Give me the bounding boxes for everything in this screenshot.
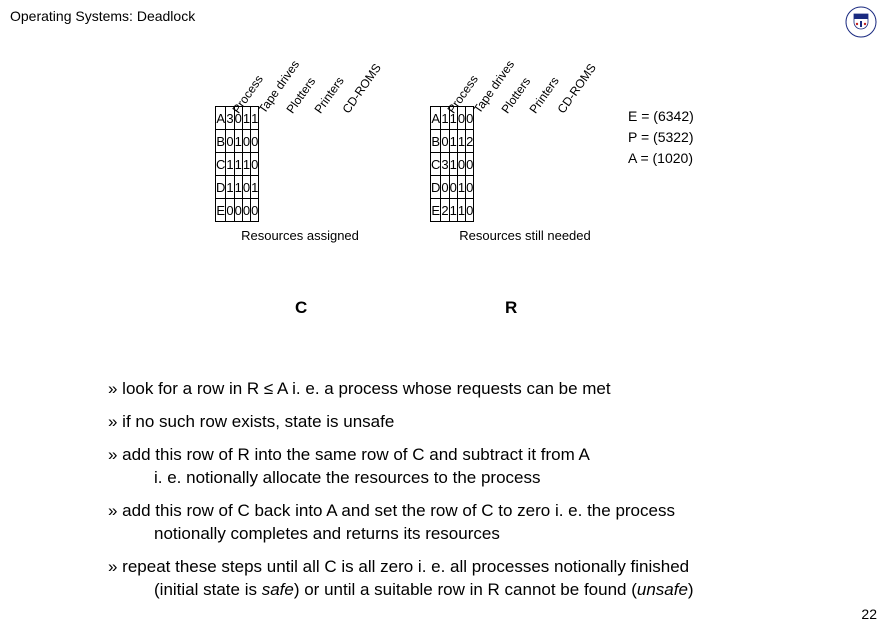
col-header: CD-ROMS [340,61,384,116]
cell: 0 [242,199,250,222]
cell: 0 [457,153,465,176]
cell: 0 [466,199,474,222]
row-label: D [431,176,441,199]
cell: 0 [441,130,449,153]
needed-caption: Resources still needed [430,228,620,243]
cell: 0 [449,176,457,199]
needed-col-headers: Process Tape drives Plotters Printers CD… [460,48,600,106]
cell: 0 [251,130,259,153]
assigned-matrix: A3011 B0100 C1110 D1101 E0000 [215,106,259,222]
vector-e: E = (6342) [628,106,694,127]
cell: 0 [234,107,242,130]
cell: 1 [226,153,234,176]
unsafe-word: unsafe [637,580,688,599]
cell: 1 [457,130,465,153]
text: (initial state is safe) or until a suita… [124,580,694,599]
col-header: CD-ROMS [555,61,599,116]
cell: 1 [457,176,465,199]
cell: 0 [251,153,259,176]
text: notionally completes and returns its res… [124,524,500,543]
bullet-1: » look for a row in R ≤ A i. e. a proces… [108,378,868,401]
bullet-4: » add this row of C back into A and set … [108,500,868,546]
cell: 3 [441,153,449,176]
row-label: A [216,107,226,130]
vector-p: P = (5322) [628,127,694,148]
row-label: D [216,176,226,199]
page-title: Operating Systems: Deadlock [10,8,195,24]
text: » look for a row in R [108,379,264,398]
cell: 1 [242,153,250,176]
bullet-3: » add this row of R into the same row of… [108,444,868,490]
matrix-label-c: C [295,298,307,318]
cell: 0 [242,176,250,199]
cell: 1 [457,199,465,222]
row-label: C [216,153,226,176]
text: A i. e. a process whose requests can be … [273,379,610,398]
algorithm-bullets: » look for a row in R ≤ A i. e. a proces… [108,378,868,612]
cell: 1 [449,199,457,222]
cell: 2 [466,130,474,153]
assigned-col-headers: Process Tape drives Plotters Printers CD… [245,48,385,106]
row-label: E [216,199,226,222]
cell: 0 [234,199,242,222]
matrix-label-r: R [505,298,517,318]
cell: 0 [457,107,465,130]
bullet-2: » if no such row exists, state is unsafe [108,411,868,434]
row-label: A [431,107,441,130]
cell: 0 [226,130,234,153]
safe-word: safe [262,580,294,599]
vector-a: A = (1020) [628,148,694,169]
diagram-area: Process Tape drives Plotters Printers CD… [0,48,891,308]
cell: 0 [441,176,449,199]
needed-matrix: A1100 B0112 C3100 D0010 E2110 [430,106,474,222]
cell: 1 [234,176,242,199]
cell: 1 [449,107,457,130]
bullet-5: » repeat these steps until all C is all … [108,556,868,602]
text: » add this row of R into the same row of… [108,445,590,464]
text: i. e. notionally allocate the resources … [124,468,541,487]
university-crest-logo [845,6,877,38]
cell: 0 [242,130,250,153]
text: » repeat these steps until all C is all … [108,557,689,576]
cell: 0 [466,176,474,199]
cell: 1 [242,107,250,130]
row-label: C [431,153,441,176]
leq-symbol: ≤ [264,379,273,398]
text: » add this row of C back into A and set … [108,501,675,520]
cell: 1 [449,130,457,153]
cell: 0 [466,153,474,176]
cell: 0 [466,107,474,130]
cell: 1 [226,176,234,199]
cell: 1 [251,107,259,130]
vectors-block: E = (6342) P = (5322) A = (1020) [628,106,694,169]
page-number: 22 [861,606,877,622]
cell: 1 [449,153,457,176]
cell: 1 [251,176,259,199]
row-label: B [431,130,441,153]
cell: 0 [251,199,259,222]
assigned-caption: Resources assigned [215,228,385,243]
row-label: E [431,199,441,222]
cell: 0 [226,199,234,222]
row-label: B [216,130,226,153]
cell: 1 [234,153,242,176]
cell: 1 [441,107,449,130]
cell: 2 [441,199,449,222]
cell: 1 [234,130,242,153]
cell: 3 [226,107,234,130]
